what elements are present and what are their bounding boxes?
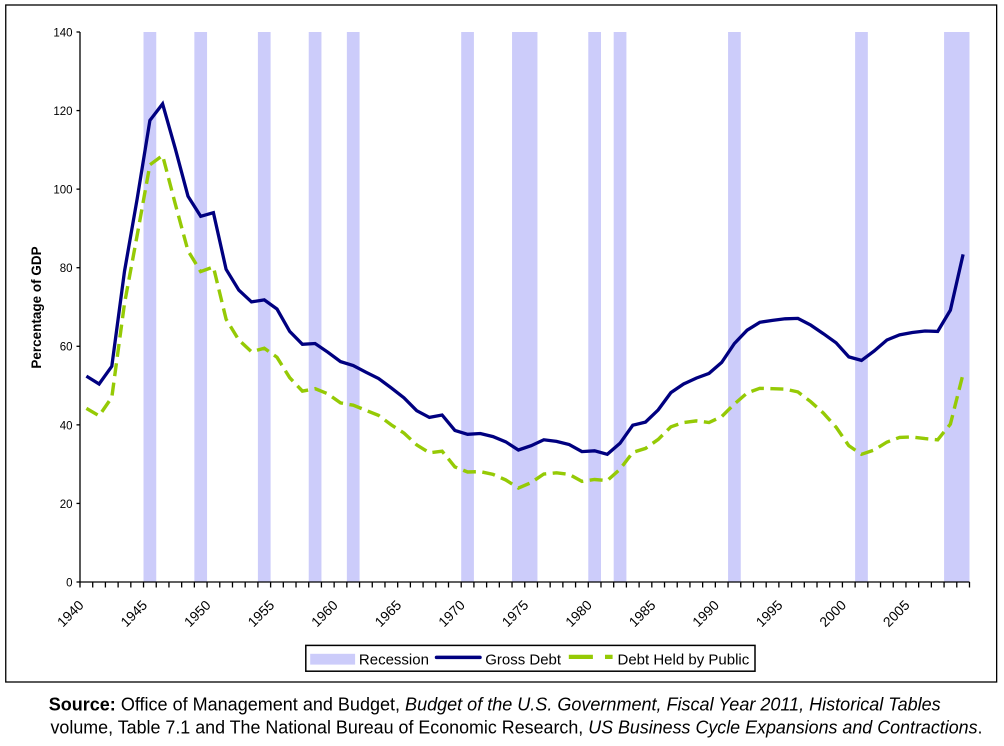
svg-text:40: 40: [60, 420, 73, 432]
svg-text:60: 60: [60, 342, 73, 354]
svg-text:Source: Office of Management a: Source: Office of Management and Budget,…: [49, 694, 941, 715]
svg-text:0: 0: [66, 577, 72, 589]
svg-text:20: 20: [60, 499, 73, 511]
svg-text:Percentage of GDP: Percentage of GDP: [29, 246, 44, 368]
svg-text:140: 140: [53, 27, 72, 39]
svg-text:100: 100: [53, 185, 72, 197]
svg-text:Recession: Recession: [359, 651, 429, 668]
svg-text:80: 80: [60, 263, 73, 275]
svg-text:120: 120: [53, 106, 72, 118]
svg-text:Debt Held by Public: Debt Held by Public: [618, 651, 750, 668]
svg-text:volume, Table 7.1 and The Nati: volume, Table 7.1 and The National Burea…: [51, 717, 983, 738]
svg-text:Gross Debt: Gross Debt: [485, 651, 562, 668]
